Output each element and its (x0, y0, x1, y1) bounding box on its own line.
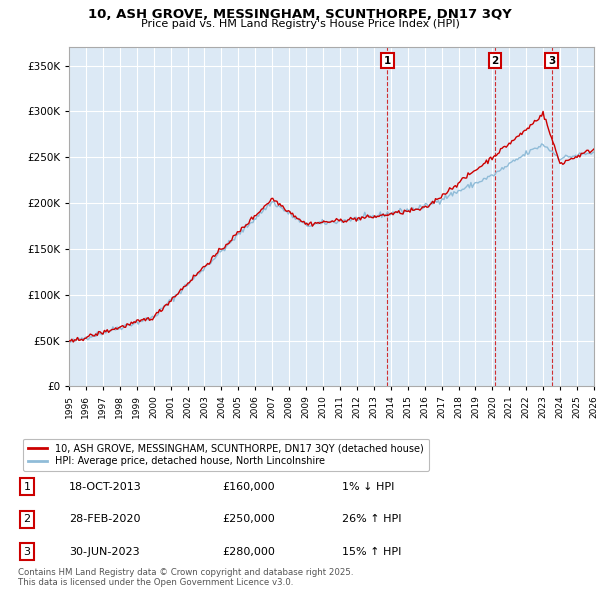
Legend: 10, ASH GROVE, MESSINGHAM, SCUNTHORPE, DN17 3QY (detached house), HPI: Average p: 10, ASH GROVE, MESSINGHAM, SCUNTHORPE, D… (23, 438, 428, 471)
Text: 2: 2 (23, 514, 31, 524)
Text: 3: 3 (23, 547, 31, 556)
Text: Contains HM Land Registry data © Crown copyright and database right 2025.
This d: Contains HM Land Registry data © Crown c… (18, 568, 353, 587)
Text: £160,000: £160,000 (222, 482, 275, 491)
Text: 30-JUN-2023: 30-JUN-2023 (69, 547, 140, 556)
Text: 2: 2 (491, 55, 499, 65)
Text: 3: 3 (548, 55, 555, 65)
Text: 26% ↑ HPI: 26% ↑ HPI (342, 514, 401, 524)
Text: 10, ASH GROVE, MESSINGHAM, SCUNTHORPE, DN17 3QY: 10, ASH GROVE, MESSINGHAM, SCUNTHORPE, D… (88, 8, 512, 21)
Text: £250,000: £250,000 (222, 514, 275, 524)
Text: 15% ↑ HPI: 15% ↑ HPI (342, 547, 401, 556)
Text: 1: 1 (23, 482, 31, 491)
Text: Price paid vs. HM Land Registry's House Price Index (HPI): Price paid vs. HM Land Registry's House … (140, 19, 460, 30)
Text: 18-OCT-2013: 18-OCT-2013 (69, 482, 142, 491)
Text: 1: 1 (384, 55, 391, 65)
Text: £280,000: £280,000 (222, 547, 275, 556)
Text: 28-FEB-2020: 28-FEB-2020 (69, 514, 140, 524)
Text: 1% ↓ HPI: 1% ↓ HPI (342, 482, 394, 491)
